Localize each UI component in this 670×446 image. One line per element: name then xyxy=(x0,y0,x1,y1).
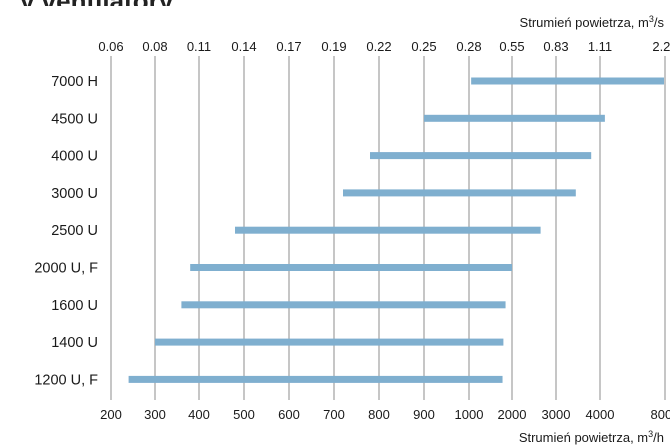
bottom-tick-label-4: 600 xyxy=(278,407,300,422)
bottom-tick-label-5: 700 xyxy=(323,407,345,422)
bottom-axis-title: Strumień powietrza, m3/h xyxy=(519,429,664,445)
top-tick-label-11: 1.11 xyxy=(588,39,612,54)
cropped-title-fragment: y ventilatory xyxy=(20,0,173,6)
range-bar-3 xyxy=(343,189,576,197)
top-tick-label-7: 0.25 xyxy=(411,39,436,54)
category-label-7: 1400 U xyxy=(51,335,98,351)
bottom-tick-label-7: 900 xyxy=(413,407,435,422)
bottom-tick-label-10: 3000 xyxy=(542,407,571,422)
bottom-tick-label-11: 4000 xyxy=(586,407,615,422)
top-tick-label-8: 0.28 xyxy=(456,39,481,54)
top-tick-label-0: 0.06 xyxy=(98,39,123,54)
range-bar-8 xyxy=(128,375,503,383)
range-bar-6 xyxy=(181,301,506,309)
category-label-6: 1600 U xyxy=(51,298,98,314)
category-labels: 7000 H 4500 U 4000 U 3000 U 2500 U 2000 U, F 1… xyxy=(34,74,98,388)
category-label-4: 2500 U xyxy=(51,223,98,239)
top-tick-label-9: 0.55 xyxy=(499,39,524,54)
top-tick-label-2: 0.11 xyxy=(187,39,211,54)
top-tick-label-3: 0.14 xyxy=(231,39,256,54)
range-bar-1 xyxy=(424,114,605,122)
range-bar-2 xyxy=(370,152,592,160)
category-label-2: 4000 U xyxy=(51,149,98,165)
bottom-tick-label-0: 200 xyxy=(100,407,122,422)
top-tick-label-6: 0.22 xyxy=(366,39,391,54)
range-bar-4 xyxy=(235,226,541,234)
top-tick-label-1: 0.08 xyxy=(142,39,167,54)
category-label-3: 3000 U xyxy=(51,186,98,202)
bottom-tick-label-2: 400 xyxy=(188,407,210,422)
bottom-tick-label-3: 500 xyxy=(233,407,255,422)
top-tick-label-4: 0.17 xyxy=(276,39,301,54)
range-bar-5 xyxy=(190,264,512,271)
bottom-axis-ticks: 200 300 400 500 600 700 800 900 1000 2000 3000 4000… xyxy=(100,407,670,422)
category-label-8: 1200 U, F xyxy=(34,372,98,388)
bottom-tick-label-6: 800 xyxy=(368,407,390,422)
range-bar-0 xyxy=(471,77,664,85)
category-label-1: 4500 U xyxy=(51,111,98,127)
bottom-tick-label-1: 300 xyxy=(144,407,166,422)
category-label-0: 7000 H xyxy=(51,74,98,90)
top-axis-title: Strumień powietrza, m3/s xyxy=(520,14,665,30)
top-tick-label-10: 0.83 xyxy=(543,39,568,54)
category-label-5: 2000 U, F xyxy=(34,261,98,277)
top-tick-label-5: 0.19 xyxy=(321,39,346,54)
range-bar-7 xyxy=(155,338,504,346)
top-axis-ticks: 0.06 0.08 0.11 0.14 0.17 0.19 0.22 0.25 0.28 0.55… xyxy=(98,39,670,54)
top-tick-label-12: 2.22 xyxy=(652,39,670,54)
range-bars xyxy=(128,77,664,383)
bottom-tick-label-8: 1000 xyxy=(455,407,484,422)
bottom-tick-label-9: 2000 xyxy=(498,407,527,422)
